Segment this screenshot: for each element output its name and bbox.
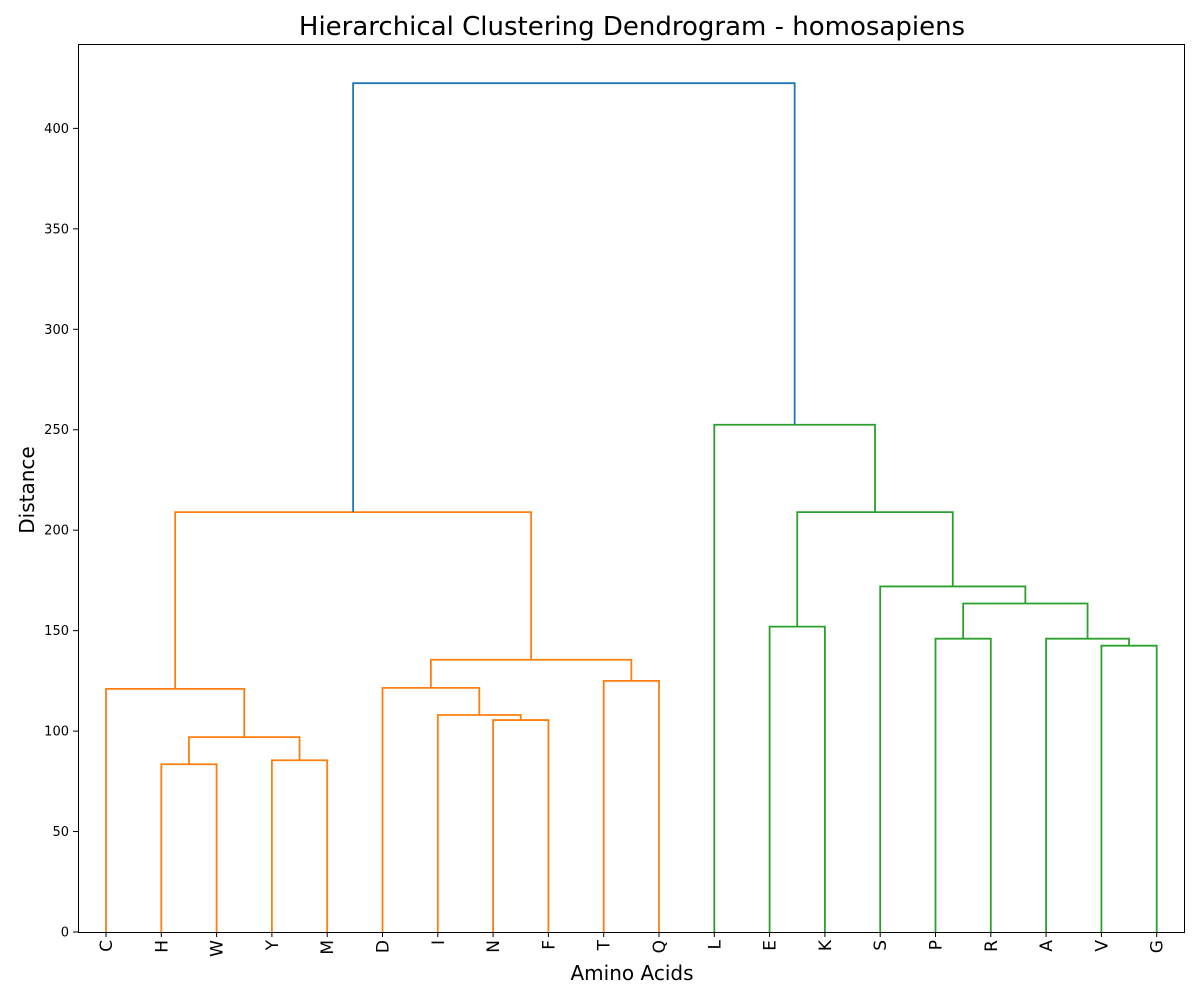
dendrogram-link-PR-AVG [962,602,1089,639]
leaf-label-S: S [871,940,891,951]
y-tick-label-0: 0 [61,926,69,941]
leaf-label-Y: Y [263,939,283,951]
leaf-label-P: P [927,940,947,950]
y-tick-label-400: 400 [44,122,69,137]
dendrogram-links [105,82,1158,932]
dendrogram-link-H-W [160,763,218,932]
y-tick-label-100: 100 [44,725,69,740]
leaf-label-K: K [816,939,836,951]
dendrogram-link-EK-SPRAVG [796,511,954,627]
leaf-label-A: A [1037,940,1057,952]
dendrogram-link-A-VG [1045,637,1130,932]
plot-frame [78,44,1185,933]
dendrogram-link-DINF-TQ [429,658,633,688]
y-tick-label-250: 250 [44,423,69,438]
leaf-label-H: H [152,940,172,953]
leaf-label-E: E [761,940,781,951]
leaf-label-I: I [429,940,449,945]
dendrogram-link-D-INF [381,687,481,932]
leaf-label-M: M [318,940,338,955]
leaf-label-L: L [705,939,725,949]
leaf-label-D: D [374,940,394,953]
leaf-label-T: T [595,939,615,951]
y-tick-label-50: 50 [52,825,69,840]
y-tick-label-350: 350 [44,222,69,237]
leaf-label-Q: Q [650,940,670,953]
x-axis-label: Amino Acids [571,961,694,985]
dendrogram-link-P-R [934,637,992,932]
dendrogram-link-E-K [768,625,826,932]
y-tick-label-300: 300 [44,323,69,338]
leaf-label-F: F [539,940,559,950]
leaf-label-N: N [484,940,504,953]
y-axis: 0 50 100 150 200 250 300 350 400 [44,122,78,941]
dendrogram-link-V-G [1100,644,1158,932]
y-tick-label-200: 200 [44,524,69,539]
leaf-label-R: R [982,940,1002,952]
dendrogram-link-I-NF [436,714,522,932]
leaf-label-W: W [208,940,228,957]
dendrogram-link-CHWYMDINFTQ-LEKSPRAVG [352,82,796,513]
leaf-label-C: C [97,940,117,952]
dendrogram-link-N-F [492,719,550,932]
dendrogram-link-C-HWYM [105,688,246,932]
dendrogram-link-T-Q [602,679,660,932]
dendrogram-link-CHWYM-DINFTQ [174,511,533,689]
chart-title: Hierarchical Clustering Dendrogram - hom… [299,12,965,42]
y-tick-label-150: 150 [44,624,69,639]
dendrogram-link-Y-M [271,759,329,932]
leaf-label-G: G [1148,940,1168,953]
leaf-label-V: V [1092,940,1112,952]
y-axis-label: Distance [15,446,39,533]
dendrogram-link-L-EKSPRAVG [713,423,876,932]
